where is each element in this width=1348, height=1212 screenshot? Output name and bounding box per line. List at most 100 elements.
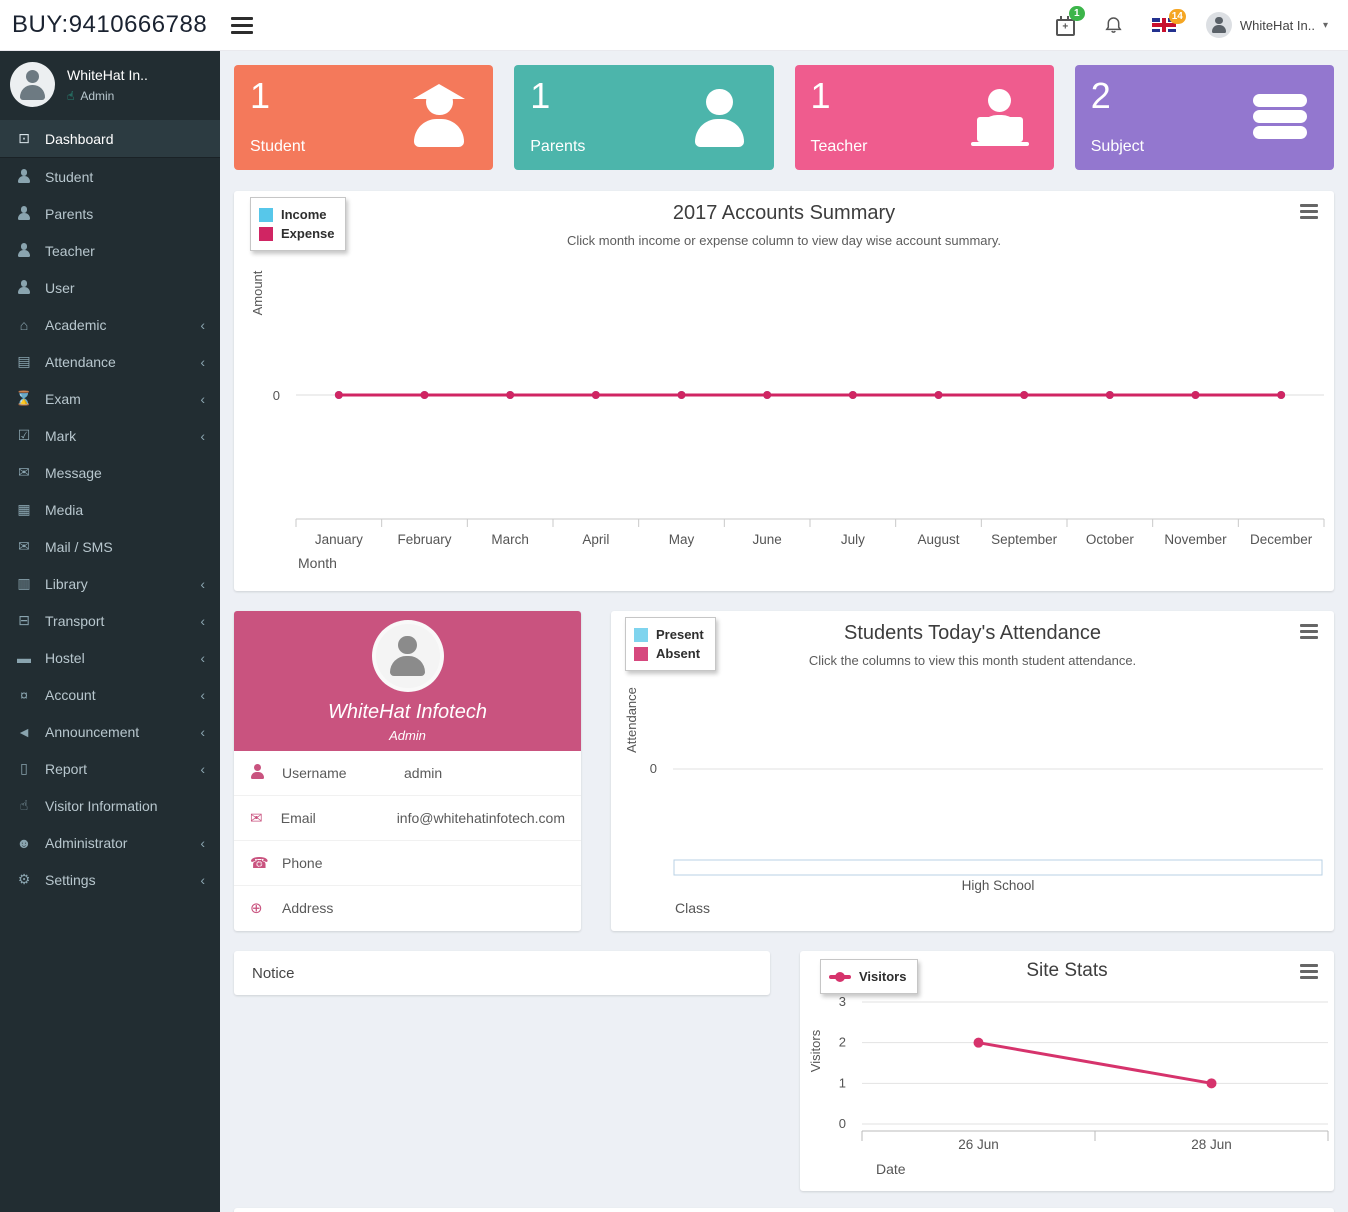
- x-tick-label: February: [397, 532, 451, 547]
- teacher-laptop-icon: [968, 87, 1032, 149]
- profile-name: WhiteHat Infotech: [328, 700, 487, 723]
- profile-row-label: Phone: [282, 855, 323, 871]
- attendance-panel: Present Absent Students Today's Attendan…: [611, 611, 1334, 931]
- phone-icon: ☎: [250, 855, 269, 872]
- legend-label: Visitors: [859, 969, 907, 984]
- data-point-expense[interactable]: [848, 391, 857, 399]
- stat-value: 1: [530, 75, 551, 116]
- stat-card-subject[interactable]: 2 Subject: [1074, 65, 1334, 170]
- sidebar-item-academic[interactable]: ⌂ Academic ‹: [0, 306, 220, 343]
- legend-item-expense[interactable]: Expense: [259, 226, 334, 241]
- sidebar-item-user[interactable]: User: [0, 269, 220, 306]
- profile-avatar: [371, 619, 444, 692]
- data-point-expense[interactable]: [677, 391, 686, 399]
- legend-item-income[interactable]: Income: [259, 207, 334, 222]
- data-point-expense[interactable]: [420, 391, 429, 399]
- sidebar-item-message[interactable]: ✉ Message: [0, 454, 220, 491]
- attendance-chart-svg: Attendance 0 High School Class: [624, 687, 1323, 916]
- sidebar-item-exam[interactable]: ⌛ Exam ‹: [15, 390, 205, 407]
- chevron-left-icon: ‹: [200, 686, 205, 703]
- legend-item-visitors[interactable]: Visitors: [829, 969, 906, 984]
- data-point-expense[interactable]: [1105, 391, 1114, 399]
- calendar-icon: [1055, 15, 1075, 36]
- data-point-visitors[interactable]: [1206, 1078, 1217, 1089]
- sidebar-item-announcement[interactable]: ◄ Announcement ‹: [0, 713, 220, 750]
- sidebar-item-hostel[interactable]: ▬ Hostel ‹: [17, 649, 205, 666]
- x-axis-label: Date: [876, 1161, 906, 1177]
- data-point-expense[interactable]: [763, 391, 772, 399]
- user-menu[interactable]: WhiteHat In.. ▾: [1205, 12, 1328, 38]
- data-point-expense[interactable]: [591, 391, 600, 399]
- stat-card-parents[interactable]: 1 Parents: [514, 65, 774, 170]
- legend-item-present[interactable]: Present: [634, 627, 704, 642]
- sidebar-item-mark[interactable]: ☑ Mark ‹: [0, 417, 220, 454]
- notifications-button[interactable]: [1105, 16, 1122, 34]
- sidebar-item-administrator[interactable]: ☻ Administrator ‹: [16, 834, 205, 851]
- bell-icon: [1105, 17, 1122, 33]
- stat-card-teacher[interactable]: 1 Teacher: [794, 65, 1054, 170]
- data-point-expense[interactable]: [506, 391, 515, 399]
- visitors-dot: [835, 971, 845, 982]
- chevron-left-icon: ‹: [200, 871, 205, 888]
- account-icon: ¤: [20, 686, 28, 703]
- chart-menu-icon[interactable]: [1300, 624, 1318, 639]
- chart-menu-icon[interactable]: [1300, 204, 1318, 219]
- sidebar-item-library[interactable]: ▥ Library ‹: [0, 565, 220, 602]
- chevron-left-icon: ‹: [200, 834, 205, 851]
- y-tick-label: 1: [839, 1075, 846, 1090]
- chevron-left-icon: ‹: [200, 353, 205, 370]
- data-point-expense[interactable]: [934, 391, 943, 399]
- user-icon: [250, 764, 270, 781]
- sidebar-item-visitor-information[interactable]: ☝ Visitor Information: [0, 787, 220, 824]
- chevron-left-icon: ‹: [200, 723, 205, 740]
- x-tick-label: June: [753, 532, 782, 547]
- person-icon: [688, 87, 752, 149]
- stat-label: Student: [250, 138, 306, 155]
- x-tick-label: December: [1250, 532, 1313, 547]
- notice-panel: Notice: [234, 951, 770, 995]
- chevron-left-icon: ‹: [200, 575, 205, 592]
- sidebar-item-settings[interactable]: ⚙ Settings ‹: [0, 861, 220, 898]
- chevron-left-icon: ‹: [200, 316, 205, 333]
- sidebar-toggle-button[interactable]: [221, 7, 263, 44]
- legend-label: Absent: [656, 646, 701, 661]
- chevron-left-icon: ‹: [200, 649, 205, 666]
- brand-text: BUY:9410666788: [12, 11, 208, 38]
- sidebar-item-attendance[interactable]: ▤ Attendance ‹: [0, 343, 220, 380]
- notice-title: Notice: [252, 964, 295, 982]
- teacher-icon: [15, 243, 33, 259]
- data-point-expense[interactable]: [1191, 391, 1200, 399]
- sidebar-item-mail-sms[interactable]: ✉ Mail / SMS: [0, 528, 220, 565]
- sidebar-item-dashboard[interactable]: ⊡ Dashboard: [0, 120, 220, 158]
- data-point-expense[interactable]: [1277, 391, 1286, 399]
- sidebar-item-media[interactable]: ▦ Media: [0, 491, 220, 528]
- stat-card-student[interactable]: 1 Student: [234, 65, 494, 170]
- data-point-expense[interactable]: [334, 391, 343, 399]
- x-axis-label: Month: [298, 555, 337, 571]
- site-stats-legend: Visitors: [820, 959, 919, 994]
- language-button[interactable]: 14: [1151, 9, 1186, 32]
- data-point-expense[interactable]: [1020, 391, 1029, 399]
- thumbs-up-icon: ☝: [67, 88, 75, 103]
- dashboard-icon: ⊡: [18, 130, 30, 146]
- sidebar-item-transport[interactable]: ⊟ Transport ‹: [0, 602, 220, 639]
- sidebar-item-parents[interactable]: Parents: [0, 195, 220, 232]
- x-tick-label: High School: [962, 878, 1035, 893]
- x-tick-label: May: [669, 532, 695, 547]
- chart-menu-icon[interactable]: [1300, 964, 1318, 979]
- data-point-visitors[interactable]: [973, 1037, 984, 1048]
- sidebar-profile-name: WhiteHat In..: [67, 66, 148, 83]
- sidebar-item-student[interactable]: Student: [0, 158, 220, 195]
- calendar-button[interactable]: 1: [1055, 5, 1085, 36]
- hostel-icon: ▬: [17, 649, 31, 666]
- x-tick-label: November: [1164, 532, 1227, 547]
- sidebar-profile: WhiteHat In.. ☝ Admin: [0, 51, 220, 120]
- envelope-icon: ✉: [250, 810, 263, 827]
- sidebar-item-report[interactable]: ▯ Report ‹: [0, 750, 220, 787]
- sidebar-item-teacher[interactable]: Teacher: [0, 232, 220, 269]
- stat-value: 2: [1090, 75, 1111, 116]
- sidebar-menu: ⊡ Dashboard Student Parents Teacher User…: [0, 120, 220, 898]
- sidebar-item-account[interactable]: ¤ Account ‹: [0, 676, 220, 713]
- legend-item-absent[interactable]: Absent: [634, 646, 704, 661]
- profile-card: WhiteHat Infotech Admin Username admin ✉…: [234, 611, 581, 931]
